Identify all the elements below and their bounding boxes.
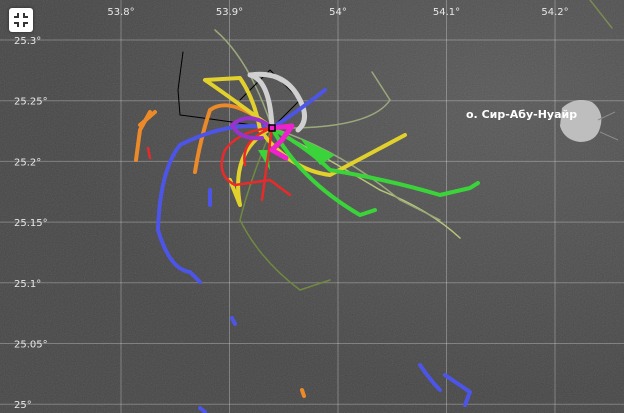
fullscreen-icon <box>14 13 28 27</box>
track <box>198 316 472 413</box>
lat-label: 25° <box>14 400 32 411</box>
track <box>214 29 441 221</box>
lon-label: 54° <box>329 7 347 18</box>
track <box>300 388 306 398</box>
lon-label: 53.8° <box>107 7 134 18</box>
track <box>230 116 274 141</box>
source-point <box>268 124 276 132</box>
island-label: о. Сир-Абу-Нуайр <box>466 108 577 121</box>
fullscreen-button[interactable] <box>9 8 33 32</box>
island-reef <box>597 111 619 141</box>
track <box>271 127 461 239</box>
lat-label: 25.05° <box>14 340 48 351</box>
lat-label: 25.1° <box>14 279 41 290</box>
lat-label: 25.3° <box>14 36 41 47</box>
tracks <box>134 29 480 413</box>
track <box>589 0 613 29</box>
lat-label: 25.15° <box>14 218 48 229</box>
track <box>146 126 292 202</box>
track <box>269 123 295 161</box>
slick <box>258 138 335 170</box>
lat-label: 25.2° <box>14 157 41 168</box>
lon-label: 54.1° <box>433 7 460 18</box>
track <box>239 127 331 291</box>
track <box>156 88 327 284</box>
lat-label: 25.25° <box>14 97 48 108</box>
island <box>560 100 602 142</box>
lon-label: 53.9° <box>216 7 243 18</box>
track <box>247 71 307 133</box>
icon-path <box>14 13 28 27</box>
lon-label: 54.2° <box>541 7 568 18</box>
